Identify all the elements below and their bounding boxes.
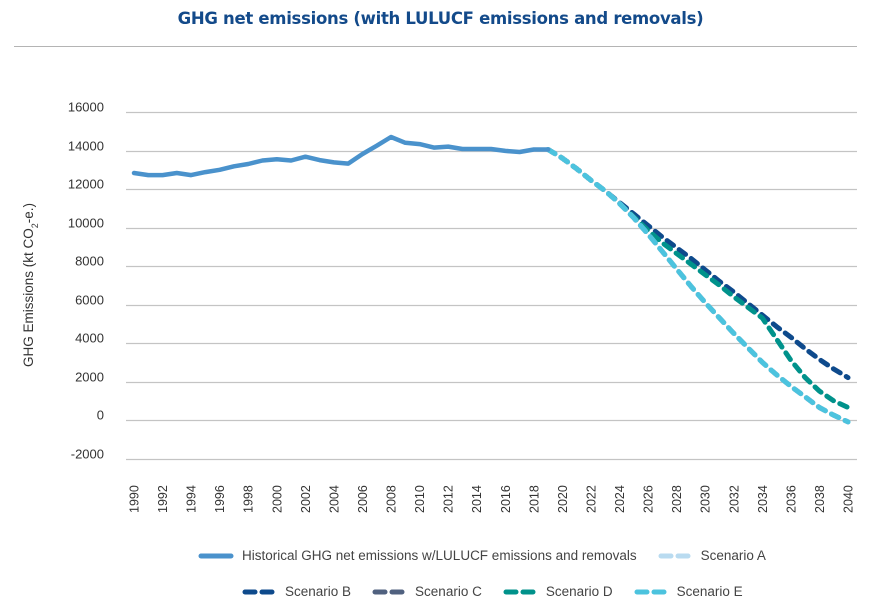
x-tick-label: 2020 <box>556 485 570 513</box>
x-tick-label: 2026 <box>642 485 656 513</box>
legend-item: Historical GHG net emissions w/LULUCF em… <box>198 548 637 563</box>
legend-label: Scenario C <box>415 584 482 599</box>
legend-swatch <box>198 551 234 561</box>
x-tick-label: 1994 <box>185 485 199 513</box>
legend-swatch <box>633 587 669 597</box>
x-tick-label: 2012 <box>442 485 456 513</box>
x-tick-label: 2016 <box>499 485 513 513</box>
x-axis-ticks: 1990 1992 1994 1996 1998 2000 2002 2004 2006 2008… <box>128 485 856 513</box>
x-tick-label: 2030 <box>699 485 713 513</box>
chart-plot: -2000 0 2000 4000 6000 8000 10000 12000 14000 160… <box>21 100 857 513</box>
x-tick-label: 2002 <box>299 485 313 513</box>
x-tick-label: 2024 <box>613 485 627 513</box>
y-axis-label: GHG Emissions (kt CO2-e.) <box>21 203 40 367</box>
x-tick-label: 1990 <box>128 485 142 513</box>
x-tick-label: 2022 <box>584 485 598 513</box>
x-tick-label: 2038 <box>813 485 827 513</box>
legend-label: Scenario B <box>285 584 352 599</box>
y-tick-label: 8000 <box>75 254 104 269</box>
legend-swatch <box>241 587 277 597</box>
legend-label: Scenario E <box>676 584 743 599</box>
gridlines <box>126 111 857 461</box>
x-tick-label: 2036 <box>784 485 798 513</box>
y-axis-ticks: -2000 0 2000 4000 6000 8000 10000 12000 14000 160… <box>68 100 104 462</box>
y-tick-label: 16000 <box>68 100 104 115</box>
x-tick-label: 2000 <box>270 485 284 513</box>
series-line-scenario-d <box>545 147 851 410</box>
y-tick-label: 2000 <box>75 370 104 385</box>
title-divider <box>14 46 857 47</box>
y-tick-label: 4000 <box>75 331 104 346</box>
series-line-scenario-a <box>545 147 851 425</box>
legend-label: Historical GHG net emissions w/LULUCF em… <box>242 548 637 563</box>
x-tick-label: 1996 <box>213 485 227 513</box>
legend-label: Scenario D <box>545 584 613 599</box>
series-layer <box>131 134 851 425</box>
x-tick-label: 2014 <box>470 485 484 513</box>
legend-item: Scenario B <box>241 584 351 599</box>
y-tick-label: 0 <box>97 408 104 423</box>
chart-title: GHG net emissions (with LULUCF emissions… <box>177 9 704 28</box>
y-tick-label: 6000 <box>75 293 104 308</box>
x-tick-label: 2028 <box>670 485 684 513</box>
legend-item: Scenario A <box>657 548 766 563</box>
legend-item: Scenario D <box>502 584 613 599</box>
legend-label: Scenario A <box>700 548 766 563</box>
legend-swatch <box>502 587 538 597</box>
x-tick-label: 2034 <box>756 485 770 513</box>
x-tick-label: 1992 <box>156 485 170 513</box>
x-tick-label: 2018 <box>527 485 541 513</box>
y-tick-label: 12000 <box>68 177 104 192</box>
x-tick-label: 2010 <box>413 485 427 513</box>
legend-swatch <box>657 551 693 561</box>
y-tick-label: -2000 <box>71 447 104 462</box>
legend-swatch <box>371 587 407 597</box>
y-tick-label: 10000 <box>68 216 104 231</box>
x-tick-label: 2006 <box>356 485 370 513</box>
series-line-scenario-e <box>545 147 851 425</box>
x-tick-label: 2008 <box>385 485 399 513</box>
x-tick-label: 2032 <box>727 485 741 513</box>
legend-item: Scenario C <box>371 584 482 599</box>
series-line-historical-ghg-net-emissions-w-lulucf-emissions-and-removals <box>131 134 551 178</box>
x-tick-label: 2004 <box>327 485 341 513</box>
series-line-scenario-c <box>545 147 851 425</box>
x-tick-label: 2040 <box>842 485 856 513</box>
y-tick-label: 14000 <box>68 139 104 154</box>
legend-row-2: Scenario B Scenario C Scenario D Scenario E <box>241 584 763 599</box>
x-tick-label: 1998 <box>242 485 256 513</box>
legend-row-1: Historical GHG net emissions w/LULUCF em… <box>198 548 786 563</box>
legend-item: Scenario E <box>633 584 743 599</box>
